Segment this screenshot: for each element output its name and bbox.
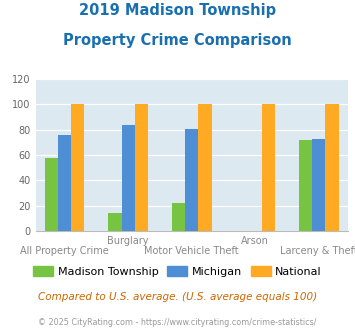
Bar [172, 203, 185, 231]
Text: © 2025 CityRating.com - https://www.cityrating.com/crime-statistics/: © 2025 CityRating.com - https://www.city… [38, 318, 317, 327]
Text: Compared to U.S. average. (U.S. average equals 100): Compared to U.S. average. (U.S. average … [38, 292, 317, 302]
Bar [58, 135, 71, 231]
Text: Property Crime Comparison: Property Crime Comparison [63, 33, 292, 48]
Bar [121, 125, 135, 231]
Text: 2019 Madison Township: 2019 Madison Township [79, 3, 276, 18]
Text: Larceny & Theft: Larceny & Theft [280, 246, 355, 256]
Bar [326, 105, 339, 231]
Bar [45, 158, 58, 231]
Bar [185, 128, 198, 231]
Text: Burglary: Burglary [108, 236, 149, 246]
Bar [198, 105, 212, 231]
Bar [135, 105, 148, 231]
Bar [262, 105, 275, 231]
Text: Motor Vehicle Theft: Motor Vehicle Theft [144, 246, 239, 256]
Text: Arson: Arson [241, 236, 269, 246]
Text: All Property Crime: All Property Crime [20, 246, 109, 256]
Bar [299, 140, 312, 231]
Legend: Madison Township, Michigan, National: Madison Township, Michigan, National [29, 261, 326, 281]
Bar [108, 213, 121, 231]
Bar [312, 139, 326, 231]
Bar [71, 105, 84, 231]
